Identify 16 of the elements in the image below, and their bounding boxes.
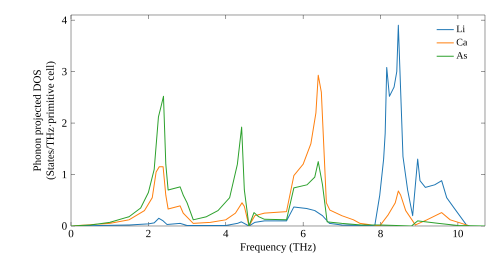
y-tick-label: 2 bbox=[62, 119, 67, 127]
x-tick-label: 2 bbox=[146, 230, 151, 238]
legend-label: Ca bbox=[456, 38, 468, 46]
y-tick-label: 1 bbox=[62, 170, 66, 178]
x-tick-label: 10 bbox=[453, 230, 463, 238]
x-axis-title: Frequency (THz) bbox=[240, 242, 316, 253]
legend-label: As bbox=[456, 52, 468, 59]
x-tick-label: 8 bbox=[378, 230, 383, 238]
y-tick-label: 4 bbox=[62, 16, 67, 24]
x-tick-label: 6 bbox=[300, 230, 306, 238]
x-tick-label: 4 bbox=[223, 230, 228, 238]
x-tick-label: 0 bbox=[68, 230, 74, 238]
y-tick-label: 3 bbox=[62, 68, 67, 76]
y-tick-label: 0 bbox=[62, 222, 67, 230]
y-axis-title: Phonon projected DOS (States/THz·primitive cell) bbox=[33, 62, 56, 180]
legend-label: Li bbox=[456, 26, 465, 32]
